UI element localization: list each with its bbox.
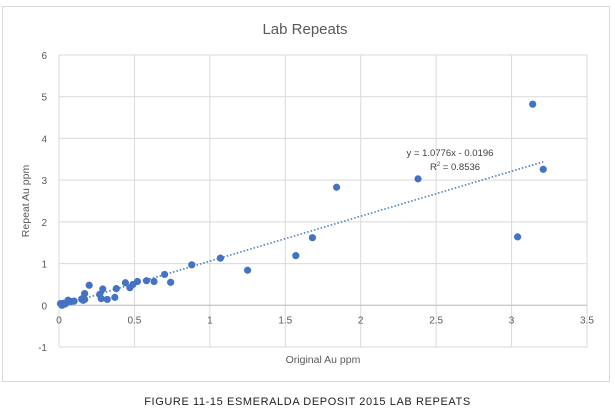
x-tick-label: 0 [56, 315, 62, 326]
data-point [58, 301, 66, 309]
data-point [103, 295, 111, 304]
y-tick-label: 6 [41, 51, 47, 62]
data-point [292, 252, 300, 260]
x-tick-label: 1.5 [278, 315, 292, 326]
y-tick-label: 1 [41, 260, 47, 271]
data-point [150, 277, 158, 286]
y-tick-label: 4 [41, 134, 47, 145]
data-point [81, 290, 89, 298]
data-point [121, 279, 129, 287]
data-point [216, 254, 225, 262]
data-point [188, 261, 196, 269]
data-point [332, 183, 341, 191]
data-point [96, 290, 104, 299]
x-tick-label: 2.5 [429, 315, 443, 326]
y-tick-label: 0 [41, 301, 47, 312]
data-point [529, 100, 537, 108]
data-point [414, 175, 422, 183]
x-tick-label: 3.5 [580, 315, 594, 326]
data-point [243, 266, 252, 274]
y-axis-label: Repeat Au ppm [20, 165, 32, 238]
data-point [85, 281, 93, 289]
r2-superscript: 2 [437, 162, 441, 168]
x-tick-label: 0.5 [127, 315, 141, 326]
x-axis-label: Original Au ppm [286, 354, 361, 366]
y-tick-label: 5 [41, 93, 47, 104]
x-tick-label: 1 [207, 315, 213, 326]
x-tick-label: 2 [358, 315, 364, 326]
data-point [99, 285, 107, 293]
data-point [78, 295, 86, 303]
data-point [126, 284, 134, 292]
y-axis-ticks: -1 0 1 2 3 4 5 6 [38, 51, 47, 354]
y-tick-label: 3 [41, 176, 47, 187]
data-point [112, 285, 120, 293]
r2-value: = 0.8536 [440, 162, 480, 173]
data-point [167, 278, 175, 286]
trendline-equation: y = 1.0776x - 0.0196 [407, 148, 494, 159]
x-tick-label: 3 [509, 315, 515, 326]
y-tick-label: -1 [38, 343, 47, 354]
chart-title: Lab Repeats [262, 21, 347, 38]
gridlines [58, 54, 588, 348]
data-point [514, 233, 522, 241]
trendline-r2: R2 = 0.8536 [430, 162, 480, 173]
data-point [142, 277, 151, 285]
y-tick-label: 2 [41, 218, 47, 229]
figure-caption: FIGURE 11-15 ESMERALDA DEPOSIT 2015 LAB … [144, 396, 471, 408]
x-axis-ticks: 0 0.5 1 1.5 2 2.5 3 3.5 [56, 315, 594, 326]
data-point [161, 270, 169, 279]
data-points [56, 100, 547, 309]
r2-label: R [430, 162, 437, 173]
data-point [539, 165, 547, 173]
data-point [111, 293, 119, 301]
chart-frame [2, 6, 610, 382]
data-point [308, 234, 317, 242]
